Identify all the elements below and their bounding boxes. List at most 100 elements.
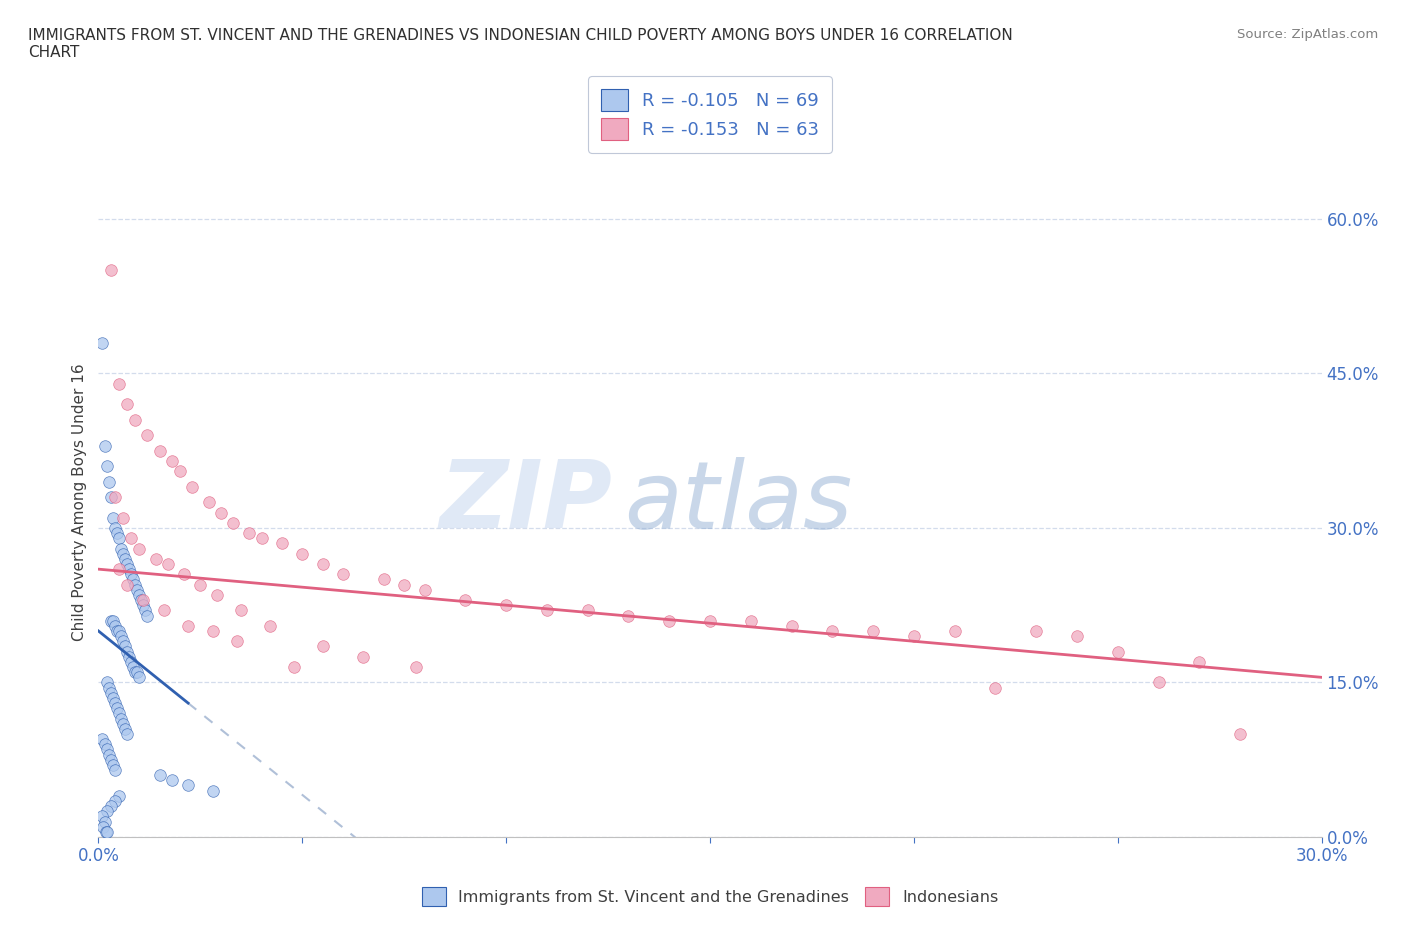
Point xyxy=(177,618,200,633)
Point xyxy=(454,592,477,607)
Point xyxy=(222,515,245,530)
Point xyxy=(156,556,179,571)
Point xyxy=(177,778,200,793)
Point xyxy=(108,789,131,804)
Point xyxy=(291,546,314,561)
Legend: Immigrants from St. Vincent and the Grenadines, Indonesians: Immigrants from St. Vincent and the Gren… xyxy=(412,877,1008,916)
Point xyxy=(1229,726,1251,741)
Point xyxy=(128,588,150,603)
Point xyxy=(100,752,122,767)
Point xyxy=(100,685,122,700)
Point xyxy=(201,783,224,798)
Point xyxy=(115,578,138,592)
Text: IMMIGRANTS FROM ST. VINCENT AND THE GRENADINES VS INDONESIAN CHILD POVERTY AMONG: IMMIGRANTS FROM ST. VINCENT AND THE GREN… xyxy=(28,28,1012,60)
Point xyxy=(115,556,138,571)
Point xyxy=(188,578,212,592)
Point xyxy=(740,613,762,628)
Point xyxy=(108,562,131,577)
Point xyxy=(259,618,281,633)
Point xyxy=(413,582,436,597)
Point xyxy=(120,655,142,670)
Point xyxy=(1188,655,1211,670)
Point xyxy=(118,562,141,577)
Point xyxy=(136,608,159,623)
Point xyxy=(101,757,124,772)
Point xyxy=(312,639,335,654)
Point xyxy=(108,377,131,392)
Point xyxy=(145,551,167,566)
Point xyxy=(104,618,127,633)
Point xyxy=(93,737,115,751)
Point xyxy=(105,701,128,716)
Point xyxy=(96,824,118,839)
Point xyxy=(124,578,146,592)
Point xyxy=(181,479,204,494)
Point xyxy=(576,603,599,618)
Text: atlas: atlas xyxy=(624,457,852,548)
Point xyxy=(149,444,172,458)
Point xyxy=(114,639,136,654)
Point xyxy=(373,572,395,587)
Point xyxy=(111,716,134,731)
Point xyxy=(114,551,136,566)
Point xyxy=(1107,644,1129,659)
Text: ZIP: ZIP xyxy=(439,457,612,548)
Point xyxy=(108,531,131,546)
Point xyxy=(943,623,966,638)
Point xyxy=(352,649,374,664)
Point xyxy=(128,541,150,556)
Point xyxy=(132,592,155,607)
Point xyxy=(97,474,120,489)
Point xyxy=(114,722,136,737)
Point xyxy=(160,454,183,469)
Point xyxy=(104,763,127,777)
Point xyxy=(100,613,122,628)
Point xyxy=(91,335,114,350)
Point xyxy=(97,680,120,695)
Point xyxy=(104,696,127,711)
Point xyxy=(110,711,132,726)
Point xyxy=(122,659,145,674)
Point xyxy=(115,644,138,659)
Point xyxy=(160,773,183,788)
Point xyxy=(94,824,117,839)
Point xyxy=(124,412,146,427)
Point xyxy=(1066,629,1088,644)
Text: Source: ZipAtlas.com: Source: ZipAtlas.com xyxy=(1237,28,1378,41)
Point xyxy=(118,649,141,664)
Point xyxy=(862,623,884,638)
Point xyxy=(173,567,195,582)
Point xyxy=(226,634,249,649)
Point xyxy=(110,629,132,644)
Point xyxy=(149,768,172,783)
Point xyxy=(104,521,127,536)
Point xyxy=(100,263,122,278)
Point xyxy=(127,582,149,597)
Point xyxy=(115,397,138,412)
Point xyxy=(617,608,640,623)
Point xyxy=(115,726,138,741)
Point xyxy=(201,623,224,638)
Point xyxy=(96,675,118,690)
Point xyxy=(124,665,146,680)
Point xyxy=(1025,623,1047,638)
Point xyxy=(96,458,118,473)
Point xyxy=(120,531,142,546)
Point xyxy=(111,546,134,561)
Point xyxy=(97,747,120,762)
Point xyxy=(105,525,128,540)
Point xyxy=(93,814,115,829)
Point xyxy=(100,489,122,504)
Point xyxy=(100,799,122,814)
Point xyxy=(105,623,128,638)
Point xyxy=(132,598,155,613)
Point xyxy=(104,793,127,808)
Point xyxy=(903,629,925,644)
Point xyxy=(108,623,131,638)
Point xyxy=(332,567,354,582)
Point xyxy=(101,511,124,525)
Point xyxy=(96,742,118,757)
Point xyxy=(270,536,294,551)
Point xyxy=(205,588,228,603)
Point xyxy=(1147,675,1170,690)
